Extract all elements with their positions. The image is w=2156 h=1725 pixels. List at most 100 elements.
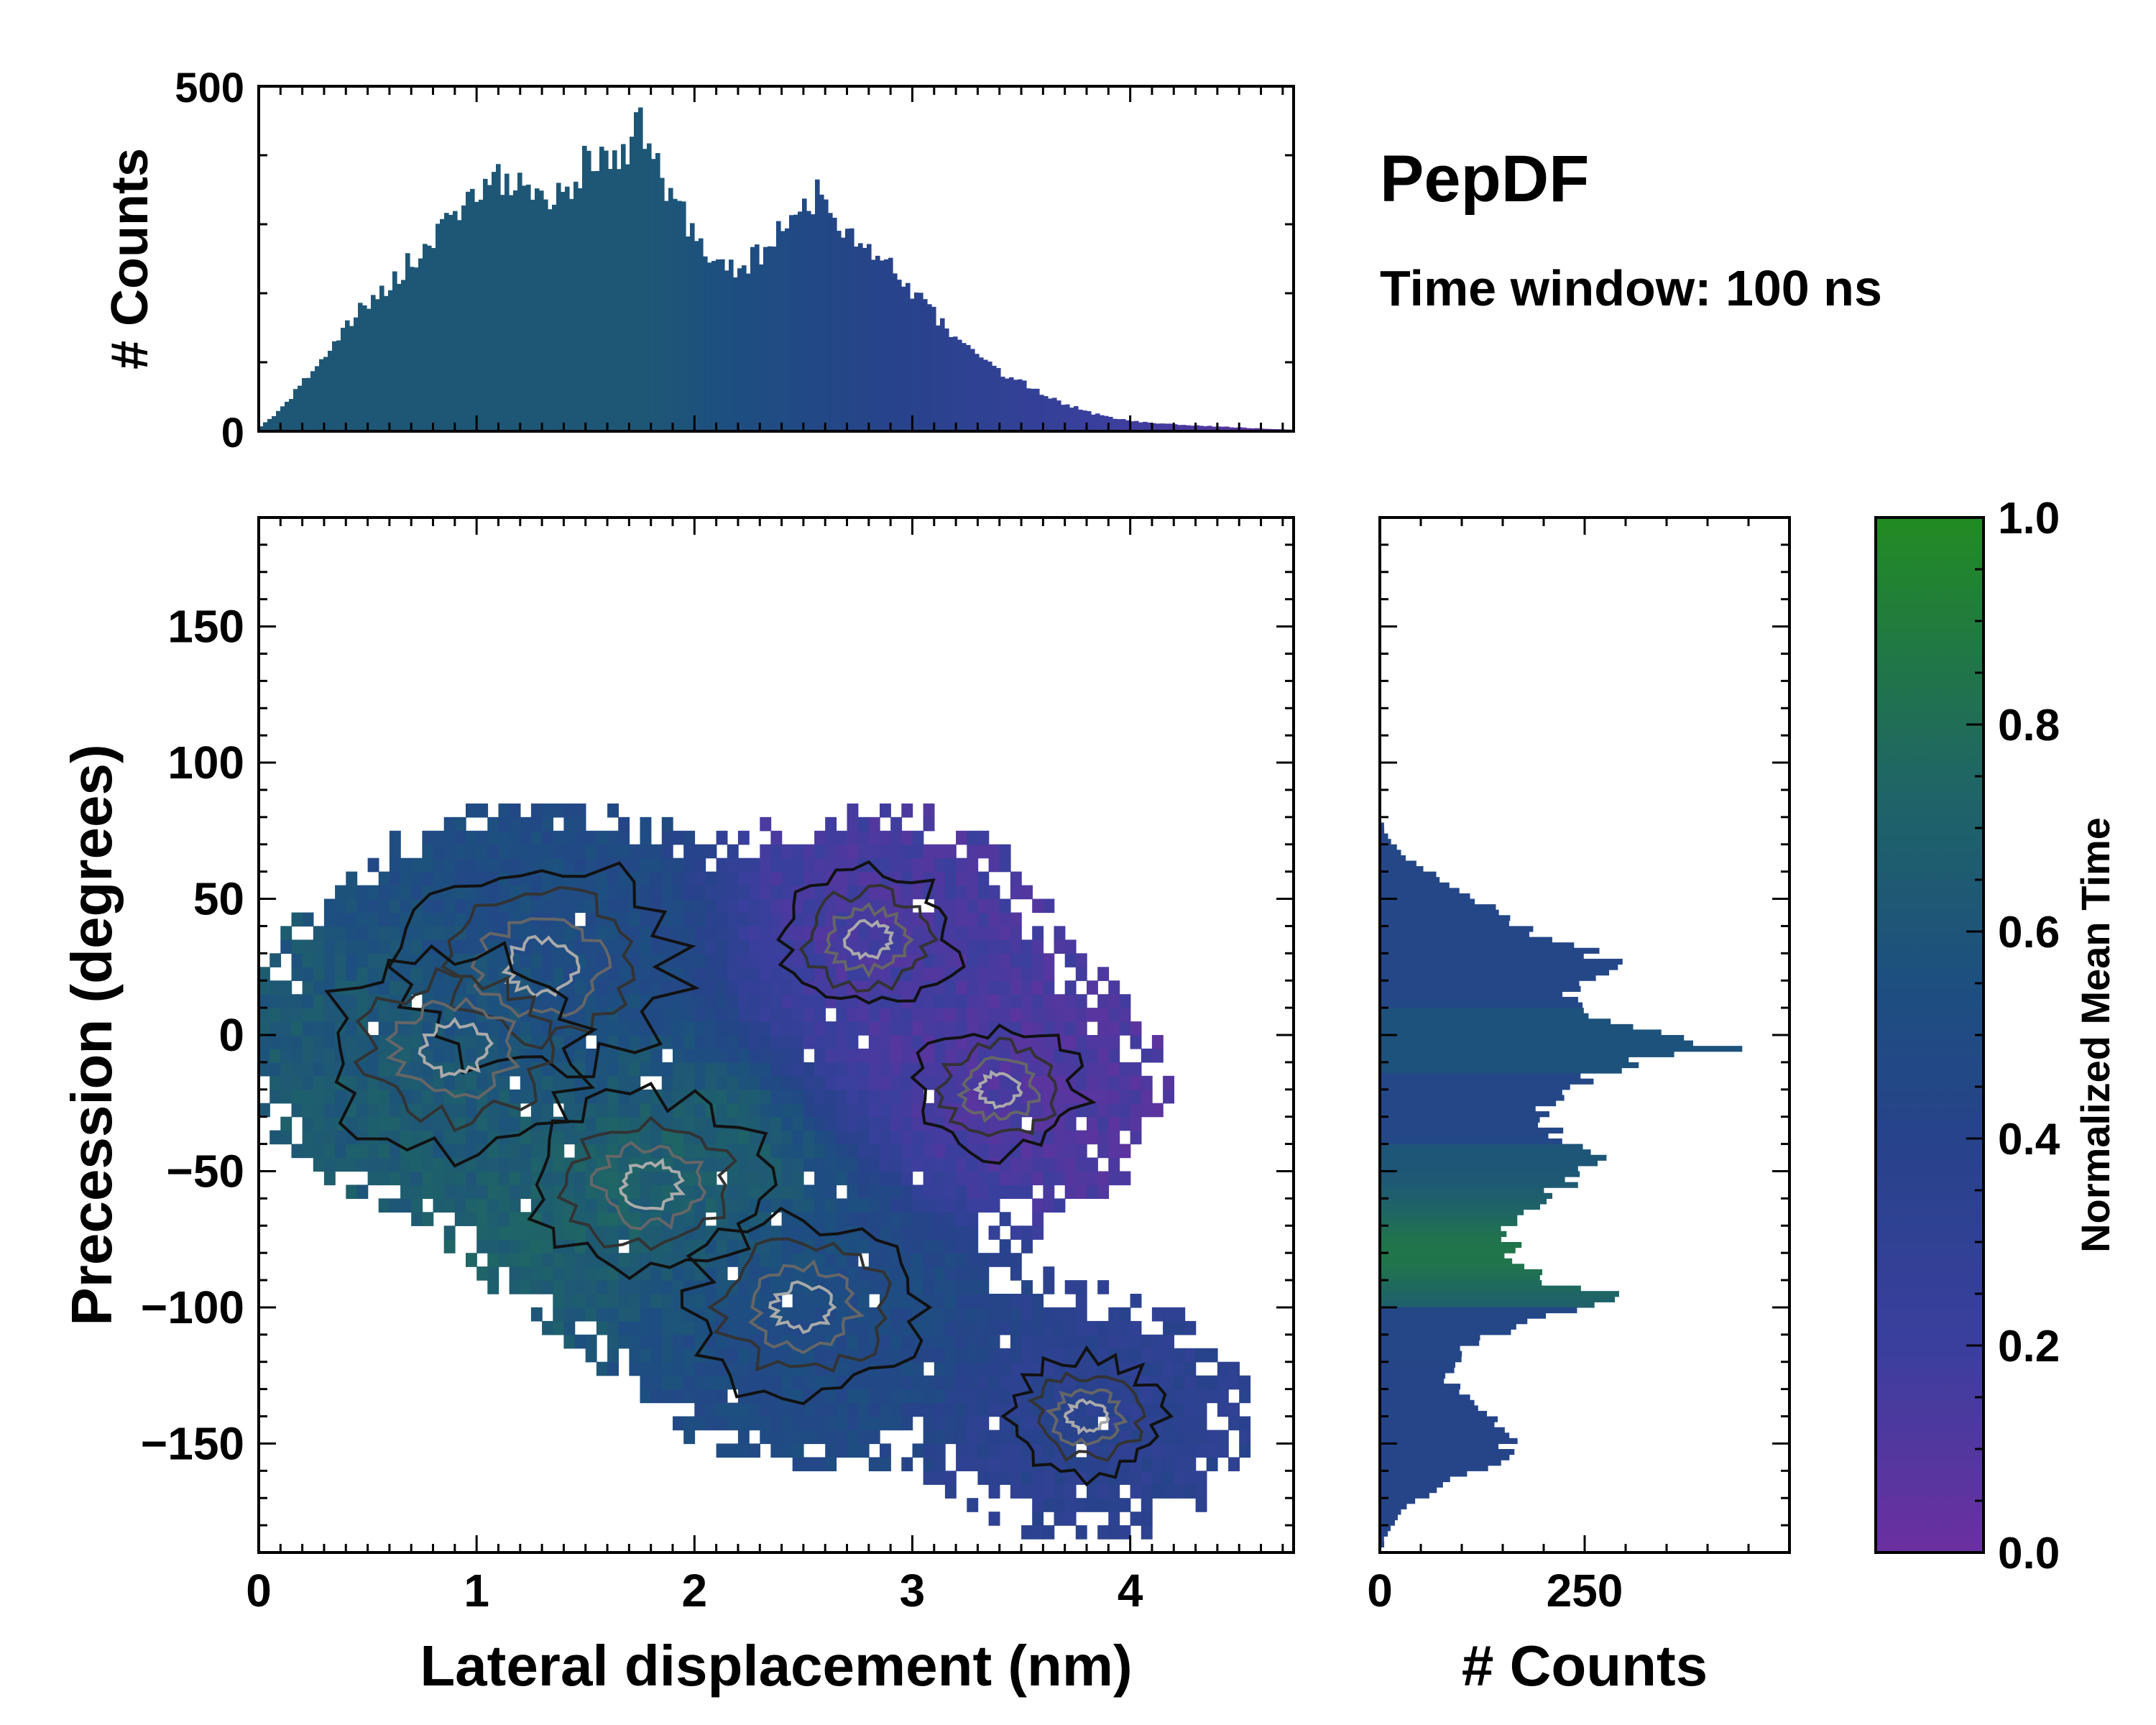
heatmap-cell xyxy=(1087,1157,1098,1172)
heatmap-cell xyxy=(400,953,412,967)
heatmap-cell xyxy=(737,953,750,967)
heatmap-cell xyxy=(956,1334,967,1349)
heatmap-cell xyxy=(520,1089,532,1104)
heatmap-cell xyxy=(433,953,445,967)
heatmap-cell xyxy=(694,844,706,859)
heatmap-cell xyxy=(487,1198,499,1213)
heatmap-cell xyxy=(661,1035,673,1049)
heatmap-cell xyxy=(814,967,826,981)
heatmap-cell xyxy=(422,857,434,873)
heatmap-cell xyxy=(880,1212,891,1226)
top-histogram-bar xyxy=(630,137,635,431)
top-histogram-bar xyxy=(849,228,854,431)
heatmap-cell xyxy=(1087,1075,1098,1090)
heatmap-cell xyxy=(1119,1144,1131,1159)
heatmap-cell xyxy=(770,1416,783,1431)
heatmap-cell xyxy=(520,1157,532,1172)
heatmap-cell xyxy=(596,1307,608,1322)
top-histogram-bar xyxy=(1255,428,1260,431)
heatmap-cell xyxy=(760,1035,772,1049)
heatmap-cell xyxy=(683,1389,696,1404)
top-histogram-bar xyxy=(1121,419,1126,431)
heatmap-cell xyxy=(1010,967,1022,981)
heatmap-cell xyxy=(737,1021,750,1036)
heatmap-cell xyxy=(542,1239,553,1254)
heatmap-cell xyxy=(607,1021,619,1036)
heatmap-cell xyxy=(781,1430,793,1445)
heatmap-cell xyxy=(944,1116,957,1131)
heatmap-cell xyxy=(792,1008,804,1022)
heatmap-cell xyxy=(781,1062,793,1077)
heatmap-cell xyxy=(618,1294,630,1308)
top-histogram-bar xyxy=(1039,395,1044,431)
heatmap-cell xyxy=(781,1157,793,1172)
heatmap-cell xyxy=(1141,1361,1153,1376)
heatmap-cell xyxy=(313,1130,325,1145)
heatmap-cell xyxy=(1043,1035,1055,1049)
right-histogram-bar xyxy=(1380,1443,1499,1450)
heatmap-cell xyxy=(673,912,684,927)
top-histogram-bar xyxy=(1156,423,1161,431)
heatmap-cell xyxy=(944,980,957,995)
heatmap-cell xyxy=(923,1130,935,1145)
top-histogram-bar xyxy=(975,354,980,431)
heatmap-cell xyxy=(1108,1512,1120,1526)
heatmap-cell xyxy=(792,1035,804,1049)
top-histogram-bar xyxy=(375,299,380,431)
heatmap-cell xyxy=(923,1171,935,1186)
heatmap-cell xyxy=(868,926,880,940)
heatmap-cell xyxy=(901,1171,913,1186)
heatmap-cell xyxy=(956,1402,967,1417)
heatmap-cell xyxy=(901,1294,913,1308)
heatmap-cell xyxy=(422,871,434,886)
heatmap-cell xyxy=(542,953,553,967)
heatmap-cell xyxy=(727,1198,739,1213)
heatmap-cell xyxy=(792,1157,804,1172)
heatmap-cell xyxy=(934,1225,946,1240)
top-histogram-bar xyxy=(440,218,445,431)
heatmap-cell xyxy=(923,1430,935,1445)
heatmap-cell xyxy=(836,1116,848,1131)
heatmap-cell xyxy=(967,1212,979,1226)
heatmap-cell xyxy=(683,1320,696,1335)
heatmap-cell xyxy=(1097,1089,1110,1104)
heatmap-cell xyxy=(378,1103,390,1118)
heatmap-cell xyxy=(291,1062,303,1077)
heatmap-cell xyxy=(629,1171,641,1186)
heatmap-contour-line xyxy=(353,967,556,1133)
heatmap-cell xyxy=(956,912,967,927)
heatmap-cell xyxy=(923,1239,935,1254)
right-histogram-bar xyxy=(1380,844,1397,850)
heatmap-cell xyxy=(1119,1008,1131,1022)
heatmap-cell xyxy=(323,1008,336,1022)
heatmap-cell xyxy=(585,830,597,845)
heatmap-cell xyxy=(574,816,586,832)
right-histogram-bar xyxy=(1380,1160,1598,1167)
heatmap-cell xyxy=(640,926,652,940)
heatmap-cell xyxy=(389,912,401,927)
heatmap-cell xyxy=(607,1075,619,1090)
heatmap-cell xyxy=(880,1048,891,1063)
top-histogram-panel: 500 0 # Counts xyxy=(101,65,1295,456)
heatmap-cell xyxy=(988,1075,1000,1090)
top-histogram-bar xyxy=(1203,426,1208,431)
heatmap-cell xyxy=(291,967,303,981)
top-histogram-bar xyxy=(1220,426,1225,431)
heatmap-cell xyxy=(770,1048,783,1063)
heatmap-cell xyxy=(346,953,358,967)
heatmap-cell xyxy=(977,871,990,886)
heatmap-cell xyxy=(553,1212,565,1226)
right-histogram-bar xyxy=(1380,947,1600,954)
heatmap-cell xyxy=(335,1144,346,1159)
heatmap-cell xyxy=(977,1266,990,1281)
heatmap-cell xyxy=(901,1375,913,1390)
heatmap-cell xyxy=(1010,1294,1022,1308)
heatmap-cell xyxy=(1032,1348,1044,1363)
heatmap-cell xyxy=(313,1035,325,1049)
heatmap-cell xyxy=(923,816,935,832)
heatmap-cell xyxy=(977,1389,990,1404)
heatmap-cell xyxy=(389,844,401,859)
right-histogram-panel: 0 250 # Counts xyxy=(1367,516,1791,1698)
heatmap-cell xyxy=(454,1144,466,1159)
heatmap-cell xyxy=(792,1103,804,1118)
